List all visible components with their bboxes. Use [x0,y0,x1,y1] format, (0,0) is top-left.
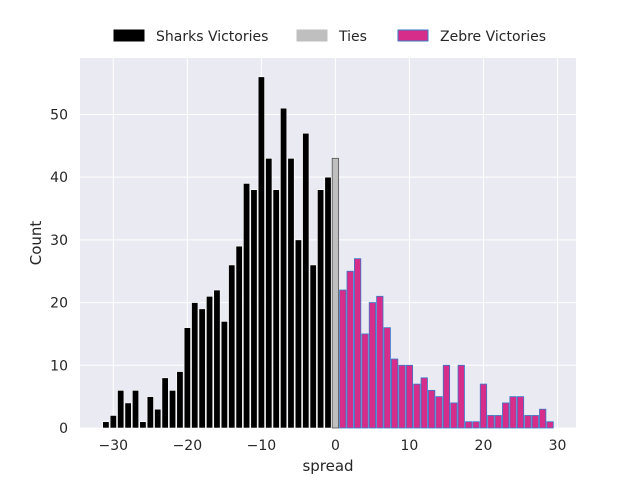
bar-sharks-victories [287,158,295,429]
x-tick-label: −20 [173,438,203,454]
x-tick-labels: −30 −20 −10 0 10 20 30 [99,438,567,454]
bar-sharks-victories [228,264,236,429]
bar-zebre-victories [398,364,406,429]
bar-sharks-victories [183,327,191,429]
legend-swatch [296,29,328,42]
x-tick-label: −30 [99,438,129,454]
bar-sharks-victories [220,321,228,429]
bar-sharks-victories [243,183,251,429]
bar-zebre-victories [546,421,554,429]
bar-zebre-victories [524,415,532,429]
bar-sharks-victories [146,396,154,429]
y-tick-label: 20 [50,296,68,312]
y-tick-label: 10 [50,358,68,374]
bar-zebre-victories [509,396,517,429]
x-tick-label: 0 [331,438,340,454]
bars [102,76,554,429]
legend-label: Zebre Victories [440,29,546,45]
bar-sharks-victories [124,402,132,429]
y-tick-label: 50 [50,107,68,123]
bar-zebre-victories [435,396,443,429]
bar-zebre-victories [405,364,414,429]
bar-ties [331,157,340,429]
bar-zebre-victories [354,258,362,429]
x-tick-label: 20 [475,438,493,454]
bar-zebre-victories [428,389,436,429]
legend-swatch [397,29,429,42]
bar-zebre-victories [339,289,347,429]
bar-zebre-victories [502,402,510,429]
y-tick-label: 30 [50,233,68,249]
x-tick-label: 10 [401,438,419,454]
bar-sharks-victories [213,289,221,429]
bar-sharks-victories [280,107,288,429]
legend-swatch [113,29,145,42]
legend: Sharks Victories Ties Zebre Victories [113,29,546,45]
bar-sharks-victories [117,390,125,429]
bar-sharks-victories [272,189,280,429]
bar-sharks-victories [309,264,317,429]
y-tick-labels: 0 10 20 30 40 50 [50,107,68,437]
bar-zebre-victories [383,327,391,429]
bar-zebre-victories [531,415,539,429]
bar-zebre-victories [479,383,488,429]
x-tick-label: −10 [247,438,277,454]
bar-sharks-victories [294,239,302,429]
bar-sharks-victories [206,296,214,429]
bar-zebre-victories [346,270,354,429]
bar-sharks-victories [317,189,325,429]
bar-zebre-victories [457,364,465,429]
bar-zebre-victories [472,421,480,429]
bar-zebre-victories [516,396,525,429]
y-axis-label: Count [27,221,45,266]
bar-zebre-victories [539,408,547,429]
bar-sharks-victories [257,76,265,429]
legend-label: Ties [338,29,367,45]
bar-sharks-victories [250,189,258,429]
bar-sharks-victories [235,245,243,429]
bar-sharks-victories [169,390,177,429]
bar-zebre-victories [494,415,502,429]
bar-zebre-victories [465,421,473,429]
bar-sharks-victories [302,132,310,429]
bar-sharks-victories [265,158,273,429]
bar-zebre-victories [450,402,458,429]
bar-zebre-victories [376,295,384,429]
bar-sharks-victories [132,390,140,429]
bar-zebre-victories [420,377,428,429]
bar-sharks-victories [176,371,184,429]
bar-zebre-victories [361,333,369,429]
y-tick-label: 0 [59,421,68,437]
bar-sharks-victories [161,377,169,429]
legend-label: Sharks Victories [156,29,268,45]
bar-sharks-victories [198,308,206,429]
y-tick-label: 40 [50,170,68,186]
bar-zebre-victories [413,383,421,429]
bar-zebre-victories [368,302,377,429]
bar-sharks-victories [154,408,162,429]
bar-zebre-victories [442,364,451,429]
bar-sharks-victories [139,421,147,429]
bar-sharks-victories [191,302,199,429]
bar-sharks-victories [109,415,117,429]
bar-zebre-victories [487,415,495,429]
bar-zebre-victories [391,358,399,429]
bar-sharks-victories [324,176,332,429]
bar-sharks-victories [102,421,110,429]
x-axis-label: spread [302,457,353,475]
x-tick-label: 30 [549,438,567,454]
